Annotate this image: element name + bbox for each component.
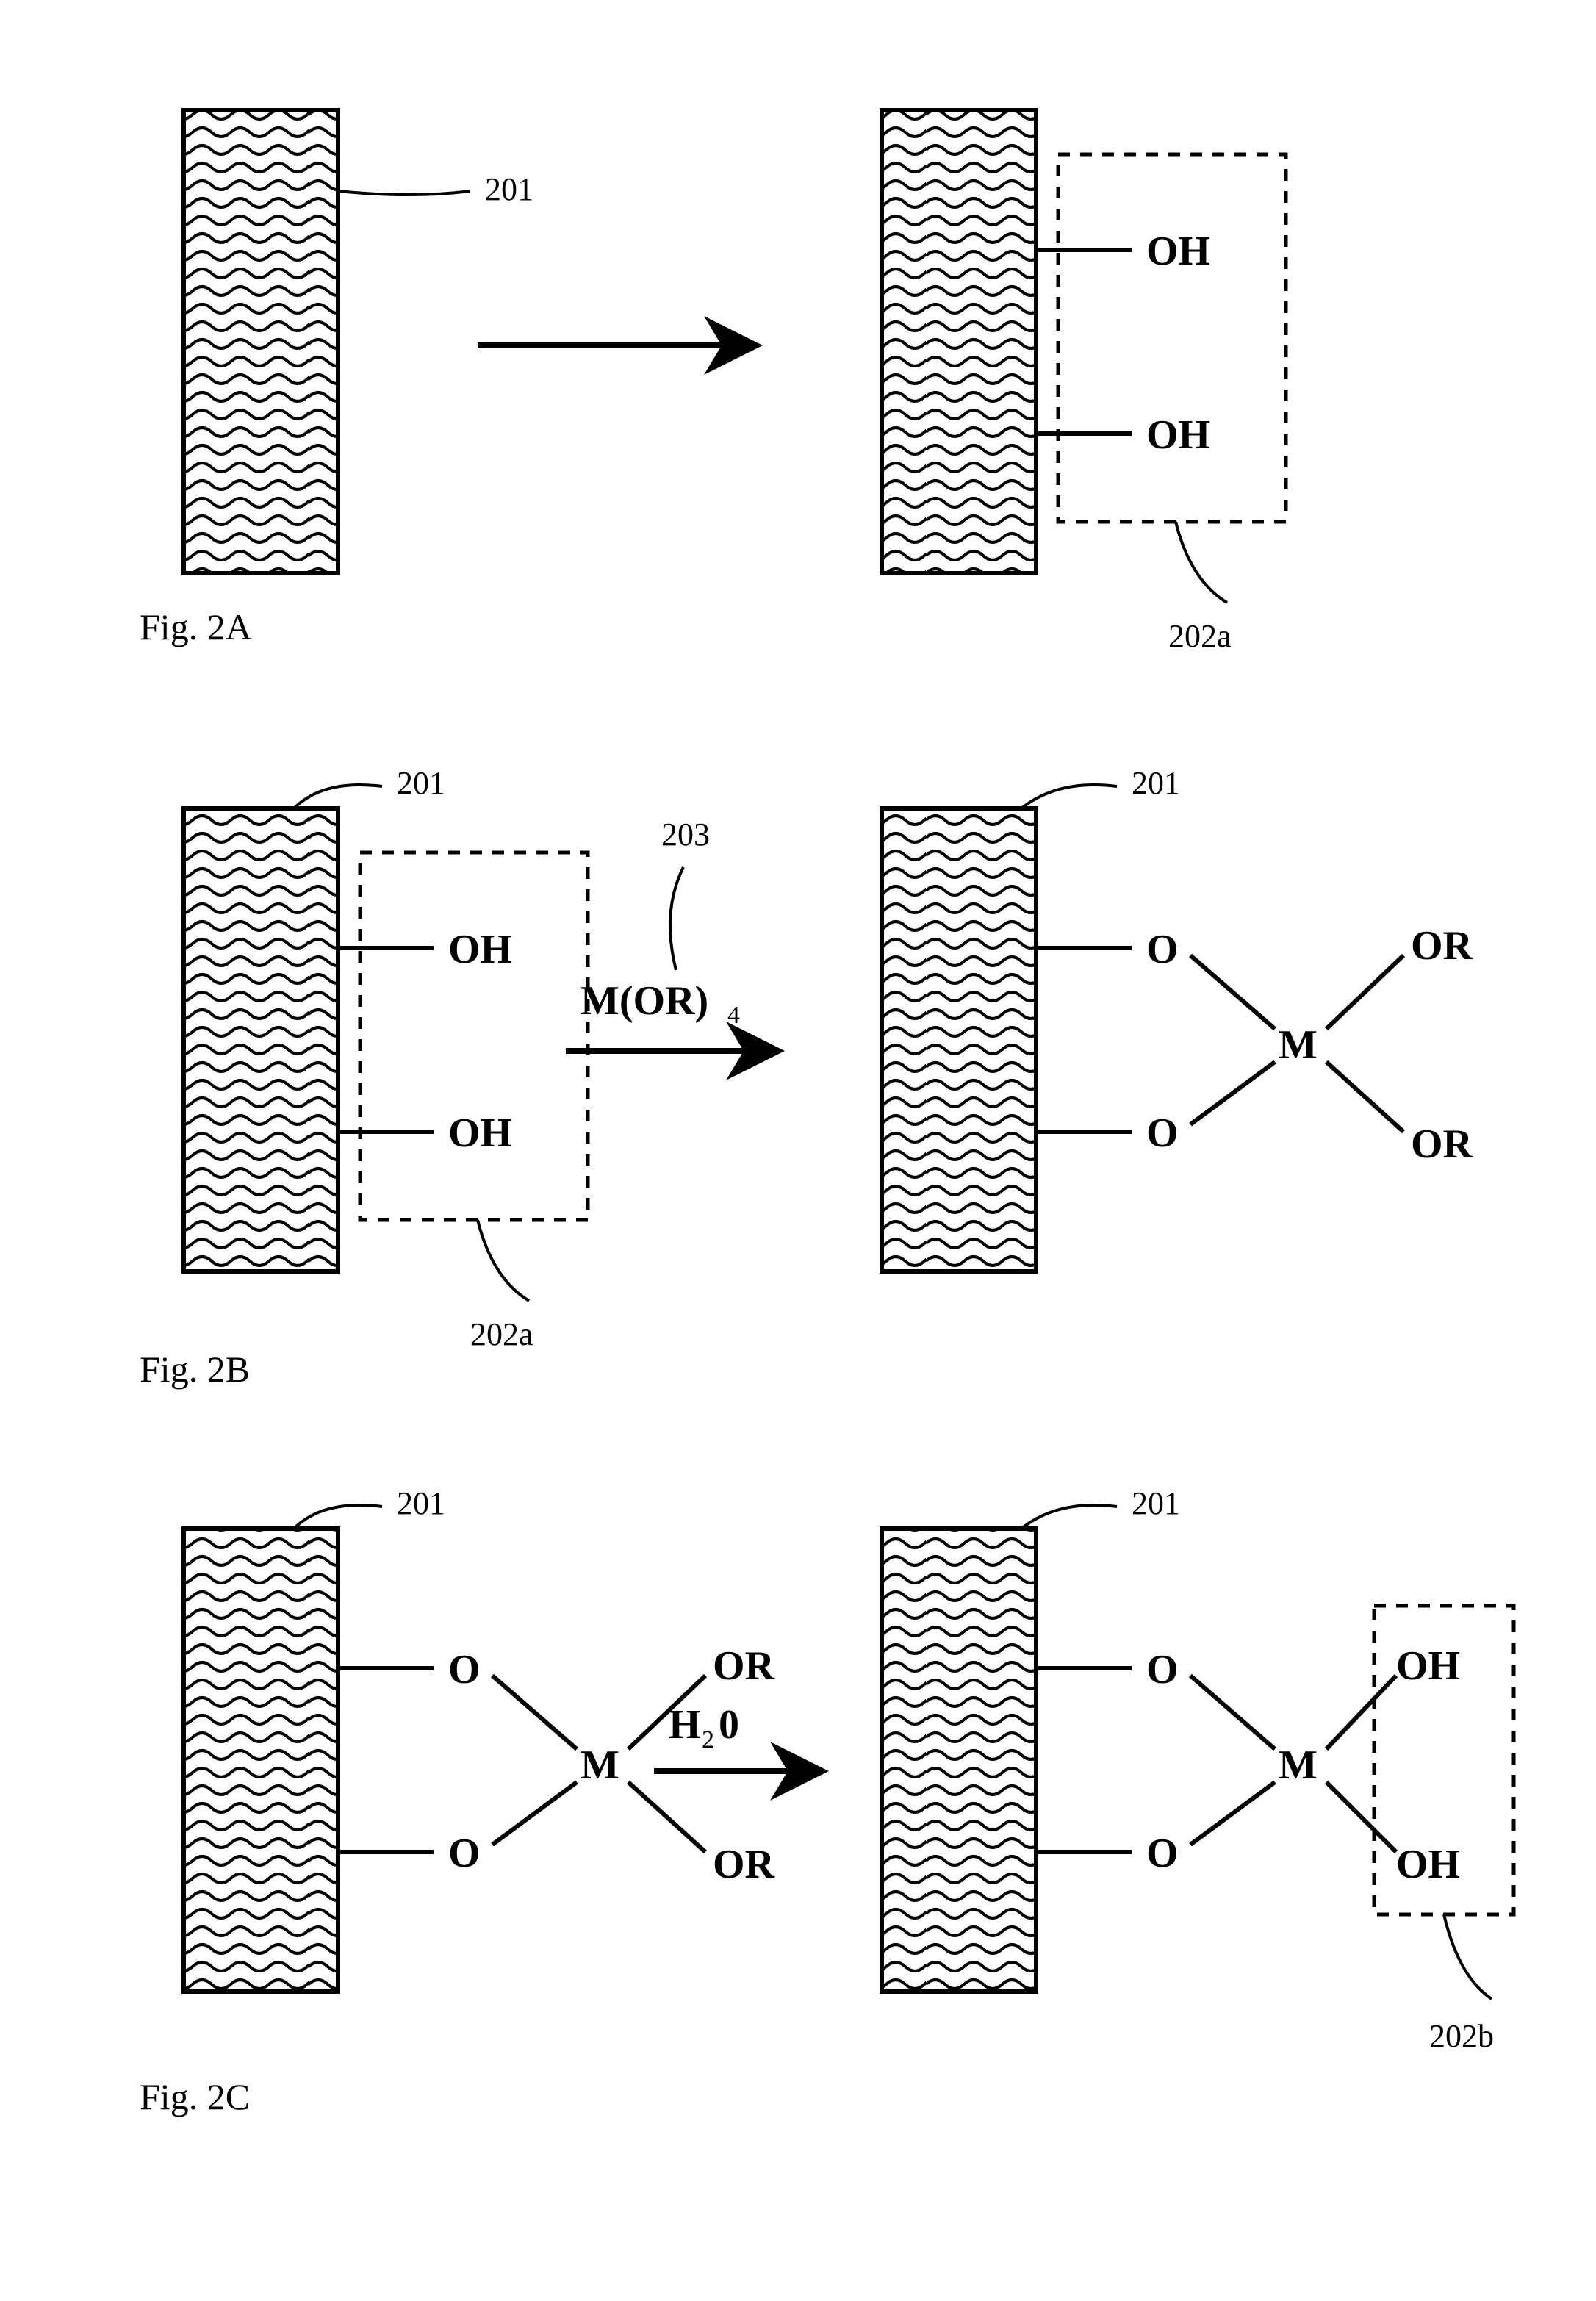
label-o: O [1146,1110,1179,1156]
svg-text:202a: 202a [470,1316,533,1352]
substrate-right-b [882,808,1036,1271]
label-m: M [1279,1022,1318,1068]
label-oh: OH [1396,1842,1460,1887]
substrate-left-c [184,1529,338,1992]
label-o: O [448,1831,481,1876]
label-mor4: M(OR) [580,978,708,1024]
label-oh: OH [448,1110,512,1156]
label-or: OR [713,1643,775,1689]
diagram-canvas: 201OHOH202a201OHOH202aM(OR)4203201OOMORO… [0,0,1596,2301]
label-or: OR [713,1842,775,1887]
substrate-left-b [184,808,338,1271]
substrate-left-a [184,110,338,573]
leader-203 [670,867,683,970]
label-o: O [1146,1647,1179,1692]
label-or: OR [1411,1121,1473,1167]
label-oh: OH [1146,412,1210,458]
label-o: O [1146,1831,1179,1876]
highlight-box [360,852,588,1220]
label-or: OR [1411,923,1473,969]
highlight-box [1058,154,1286,522]
caption-fig2b: Fig. 2B [140,1349,250,1390]
label-oh: OH [1146,229,1210,274]
svg-text:201: 201 [1132,1485,1180,1521]
caption-fig2a: Fig. 2A [140,606,252,647]
svg-text:203: 203 [661,816,710,852]
substrate-right-a [882,110,1036,573]
leader-201-cl [294,1505,382,1529]
label-m: M [1279,1742,1318,1788]
svg-text:201: 201 [397,1485,445,1521]
svg-text:0: 0 [719,1702,739,1748]
leader-201-br [1021,785,1117,808]
label-oh: OH [448,927,512,972]
label-o: O [448,1647,481,1692]
svg-text:202a: 202a [1168,618,1232,654]
svg-text:201: 201 [1132,765,1180,801]
svg-text:201: 201 [397,765,445,801]
label-m: M [580,1742,619,1788]
leader-202a-a [1176,522,1227,603]
svg-text:4: 4 [727,1002,740,1029]
leader-201-cr [1021,1505,1117,1529]
svg-text:201: 201 [485,171,533,207]
leader-202b [1444,1914,1492,1999]
label-oh: OH [1396,1643,1460,1689]
leader-201-a [338,191,470,195]
substrate-right-c [882,1529,1036,1992]
svg-text:202b: 202b [1429,2018,1494,2054]
label-h2o: H [669,1702,701,1748]
leader-201-bl [294,785,382,808]
caption-fig2c: Fig. 2C [140,2076,250,2117]
label-o: O [1146,927,1179,972]
svg-text:2: 2 [702,1726,714,1753]
leader-202a-b [478,1220,529,1301]
